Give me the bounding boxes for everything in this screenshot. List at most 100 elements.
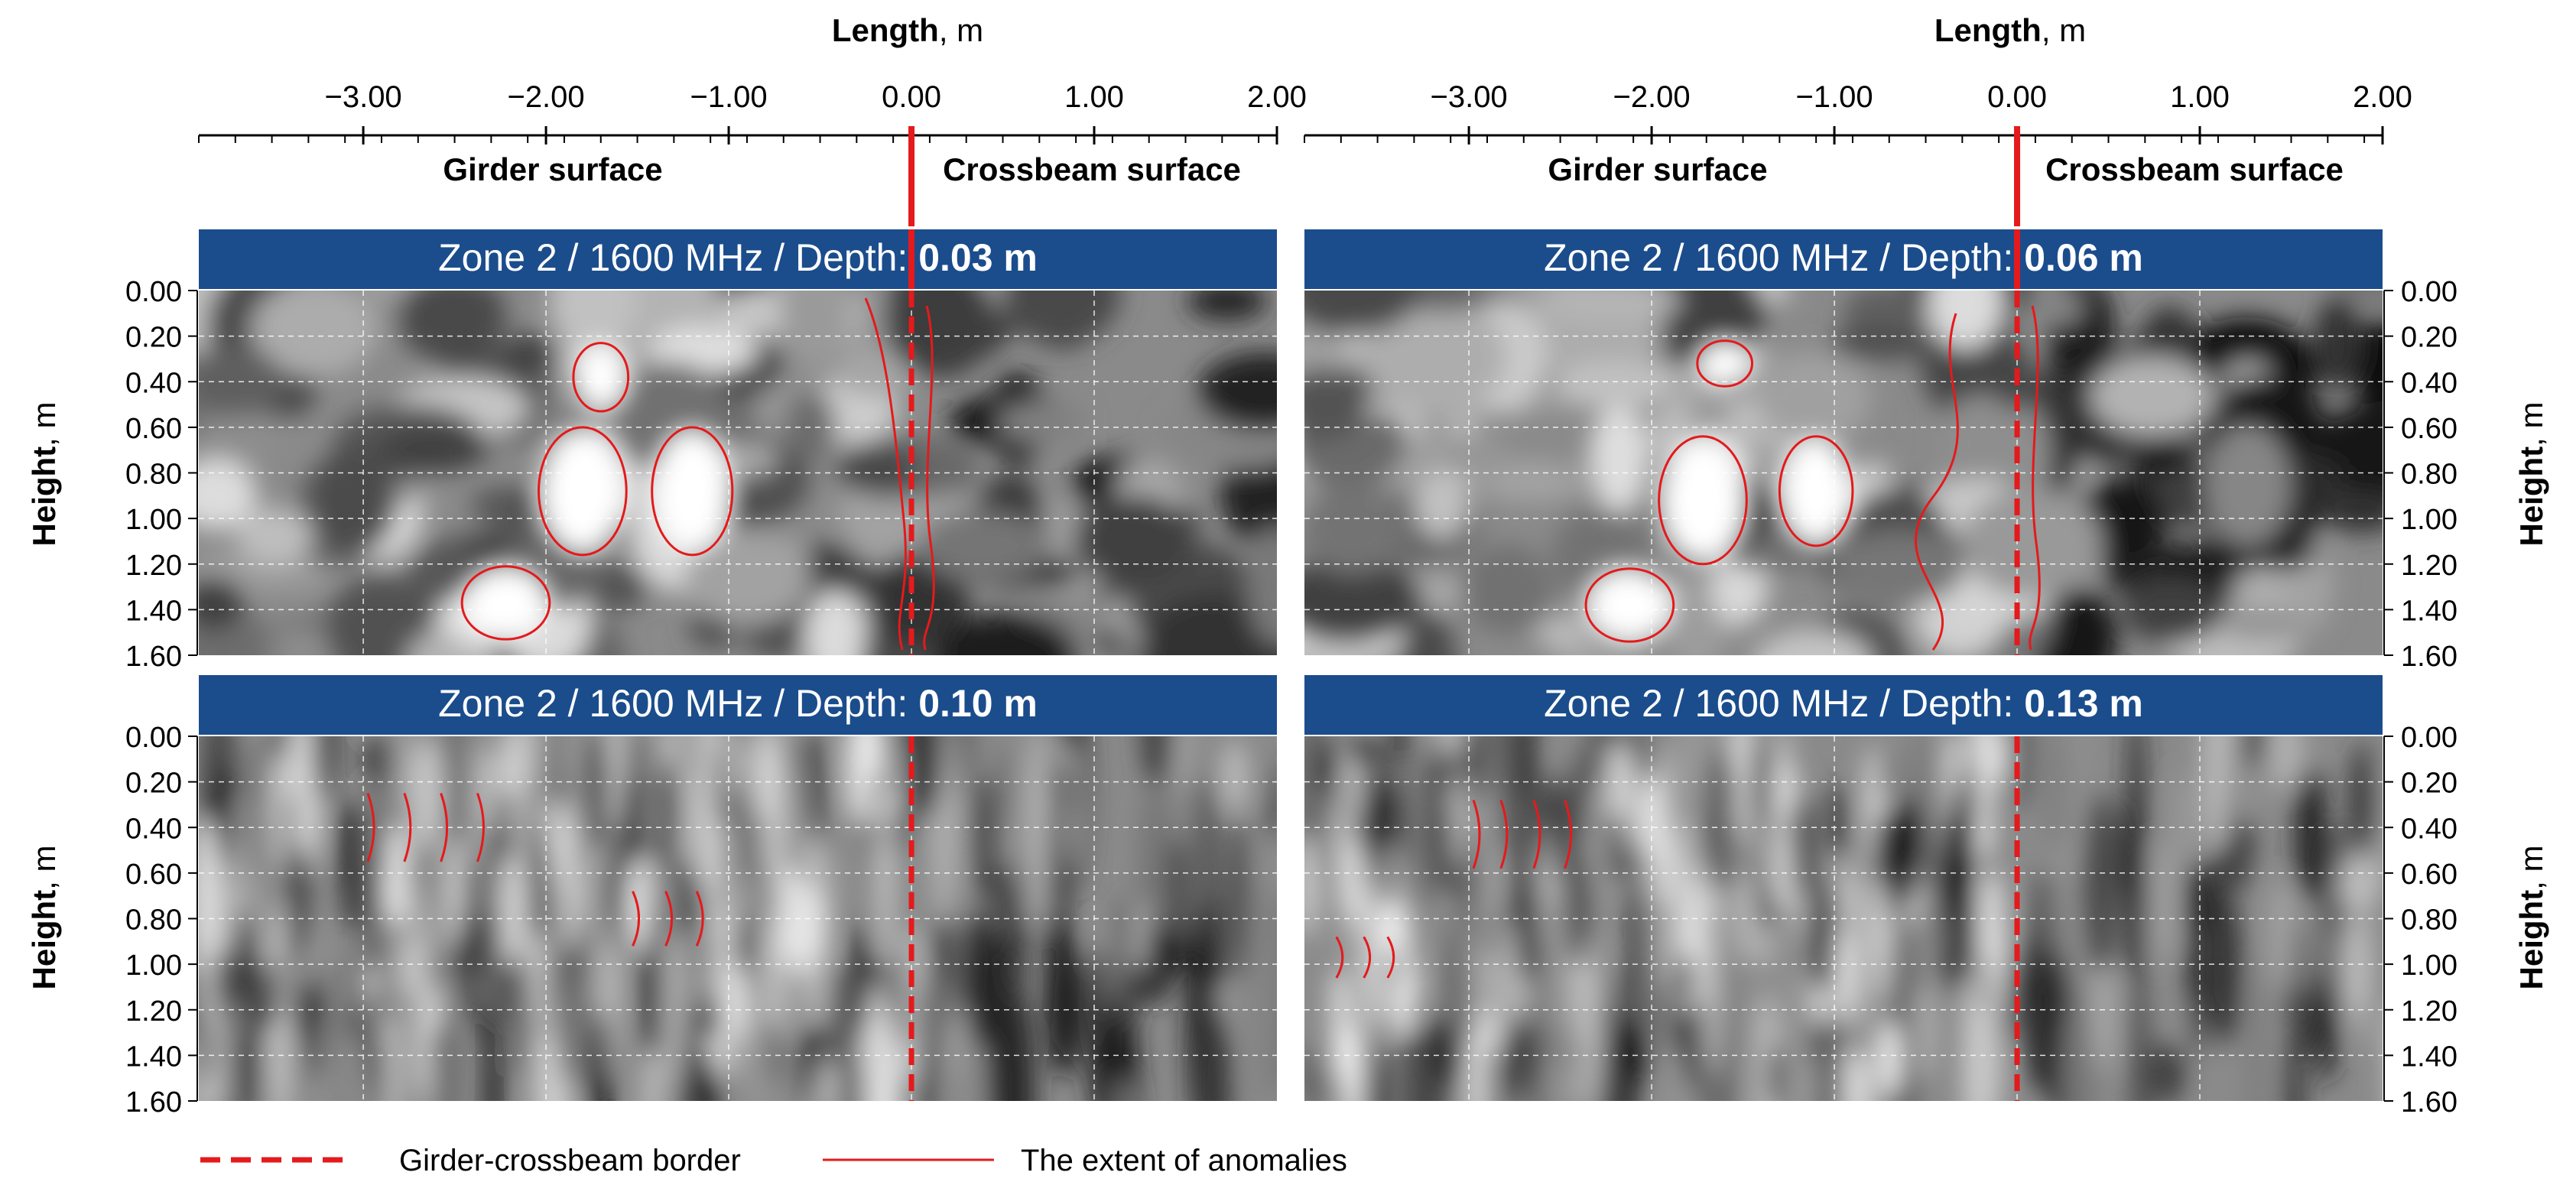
x-tick-label: 2.00 bbox=[2353, 80, 2412, 114]
y-tick-label: 0.00 bbox=[2401, 276, 2457, 308]
anomaly-arc bbox=[1472, 799, 1481, 869]
height-title-unit: , m bbox=[26, 846, 62, 890]
y-tick-label: 0.60 bbox=[125, 859, 182, 891]
x-tick-label: −1.00 bbox=[690, 80, 767, 114]
x-tick-label: −1.00 bbox=[1795, 80, 1873, 114]
panel-depth-value: 0.03 m bbox=[918, 236, 1038, 279]
panel-grid bbox=[1304, 736, 2383, 1101]
panel-title-prefix: Zone 2 / 1600 MHz / Depth: bbox=[1544, 682, 2024, 725]
anomaly-outline bbox=[923, 305, 935, 651]
radargram-heatmap bbox=[199, 291, 1277, 655]
panel-p4: Zone 2 / 1600 MHz / Depth: 0.13 m bbox=[1304, 675, 2383, 1101]
legend-anomaly-label: The extent of anomalies bbox=[1021, 1144, 1347, 1177]
anomaly-arc bbox=[664, 891, 673, 947]
height-title-right-top: Height, m bbox=[2513, 402, 2549, 547]
length-title-unit: , m bbox=[2042, 12, 2086, 48]
x-tick-label: −2.00 bbox=[1613, 80, 1690, 114]
y-tick-label: 0.80 bbox=[125, 459, 182, 491]
height-title-left-top: Height, m bbox=[26, 402, 62, 547]
x-ticks-right: −3.00 −2.00 −1.00 0.00 1.00 2.00 bbox=[1304, 80, 2412, 226]
panel-p3: Zone 2 / 1600 MHz / Depth: 0.10 m bbox=[199, 675, 1277, 1101]
height-title-unit: , m bbox=[2513, 846, 2549, 890]
y-tick-label: 1.40 bbox=[125, 595, 182, 627]
y-tick-label: 1.20 bbox=[125, 550, 182, 582]
y-tick-label: 0.40 bbox=[125, 367, 182, 399]
panel-header bbox=[199, 675, 1277, 735]
y-tick-label: 0.20 bbox=[125, 768, 182, 800]
y-tick-label: 1.60 bbox=[2401, 641, 2457, 673]
top-axis-right: Length, m −3.00 −2.00 −1.00 0.00 1.00 2.00 Gi… bbox=[1304, 12, 2412, 226]
height-title-bold: Height bbox=[26, 890, 62, 990]
height-title-bold: Height bbox=[2513, 890, 2549, 990]
anomaly-arc bbox=[1363, 936, 1372, 979]
y-tick-label: 0.20 bbox=[2401, 322, 2457, 354]
legend: Girder-crossbeam border The extent of an… bbox=[200, 1144, 1347, 1177]
panel-title: Zone 2 / 1600 MHz / Depth: 0.13 m bbox=[1544, 682, 2143, 725]
x-tick-label: −3.00 bbox=[324, 80, 401, 114]
length-title-bold: Length bbox=[832, 12, 939, 48]
panel-grid bbox=[199, 291, 1277, 655]
y-tick-label: 1.00 bbox=[125, 504, 182, 536]
anomaly-arc bbox=[695, 891, 704, 947]
length-axis-title-left: Length, m bbox=[832, 12, 983, 48]
y-tick-label: 0.00 bbox=[125, 276, 182, 308]
x-tick-label: 1.00 bbox=[1064, 80, 1124, 114]
y-tick-label: 0.00 bbox=[125, 722, 182, 754]
y-tick-label: 1.00 bbox=[125, 950, 182, 982]
y-tick-label: 0.40 bbox=[2401, 813, 2457, 845]
radargram-heatmap bbox=[1304, 291, 2383, 655]
girder-surface-label-right: Girder surface bbox=[1548, 151, 1767, 187]
y-tick-label: 1.20 bbox=[2401, 550, 2457, 582]
height-axis-left: 0.00 0.20 0.40 0.60 0.80 1.00 1.20 1.40 1.60 0.00… bbox=[125, 276, 198, 1119]
x-ticks-left: −3.00 −2.00 −1.00 0.00 1.00 2.00 bbox=[198, 80, 1307, 226]
anomaly-arc bbox=[1532, 799, 1541, 869]
x-tick-label: 1.00 bbox=[2170, 80, 2230, 114]
girder-surface-label-left: Girder surface bbox=[443, 151, 662, 187]
height-title-unit: , m bbox=[2513, 402, 2549, 447]
crossbeam-surface-label-left: Crossbeam surface bbox=[943, 151, 1241, 187]
anomaly-outline bbox=[1696, 339, 1754, 388]
y-tick-label: 0.20 bbox=[2401, 768, 2457, 800]
anomaly-outline bbox=[864, 297, 907, 651]
anomaly-arc bbox=[1499, 799, 1509, 869]
anomaly-outline bbox=[572, 342, 630, 413]
height-title-left-bottom: Height, m bbox=[26, 846, 62, 990]
panel-depth-value: 0.06 m bbox=[2024, 236, 2143, 279]
panel-depth-value: 0.13 m bbox=[2024, 682, 2143, 725]
y-tick-label: 0.60 bbox=[2401, 413, 2457, 445]
anomaly-arc bbox=[476, 793, 485, 862]
anomaly-outline bbox=[1915, 313, 1959, 651]
legend-border-label: Girder-crossbeam border bbox=[399, 1144, 741, 1177]
panel-title-prefix: Zone 2 / 1600 MHz / Depth: bbox=[438, 236, 918, 279]
panel-p2: Zone 2 / 1600 MHz / Depth: 0.06 m bbox=[1304, 229, 2383, 655]
x-tick-label: −3.00 bbox=[1430, 80, 1507, 114]
height-title-right-bottom: Height, m bbox=[2513, 846, 2549, 990]
anomaly-arc bbox=[1564, 799, 1573, 869]
panel-title: Zone 2 / 1600 MHz / Depth: 0.03 m bbox=[438, 236, 1038, 279]
panel-header bbox=[199, 229, 1277, 289]
x-tick-label: 2.00 bbox=[1247, 80, 1307, 114]
x-tick-label: 0.00 bbox=[1987, 80, 2047, 114]
anomaly-outline bbox=[1658, 435, 1748, 566]
y-tick-label: 1.20 bbox=[125, 995, 182, 1028]
height-title-bold: Height bbox=[2513, 447, 2549, 547]
panel-title: Zone 2 / 1600 MHz / Depth: 0.10 m bbox=[438, 682, 1038, 725]
anomaly-arc bbox=[632, 891, 640, 947]
panel-grid bbox=[199, 736, 1277, 1101]
anomaly-outlines bbox=[1584, 305, 2041, 651]
anomaly-outline bbox=[538, 426, 628, 557]
x-tick-label: −2.00 bbox=[507, 80, 584, 114]
crossbeam-surface-label-right: Crossbeam surface bbox=[2045, 151, 2344, 187]
y-tick-label: 1.40 bbox=[125, 1041, 182, 1073]
y-tick-label: 1.60 bbox=[2401, 1086, 2457, 1119]
y-tick-label: 0.80 bbox=[2401, 904, 2457, 937]
top-axis-left: Length, m −3.00 −2.00 −1.00 0.00 1.00 2.00 Gi… bbox=[198, 12, 1307, 226]
y-tick-label: 1.40 bbox=[2401, 595, 2457, 627]
anomaly-arc bbox=[403, 793, 412, 862]
anomaly-outline bbox=[2029, 305, 2041, 651]
panel-header bbox=[1304, 675, 2383, 735]
anomaly-outline bbox=[1584, 567, 1675, 643]
panel-title-prefix: Zone 2 / 1600 MHz / Depth: bbox=[438, 682, 918, 725]
anomaly-outlines bbox=[1335, 799, 1573, 979]
